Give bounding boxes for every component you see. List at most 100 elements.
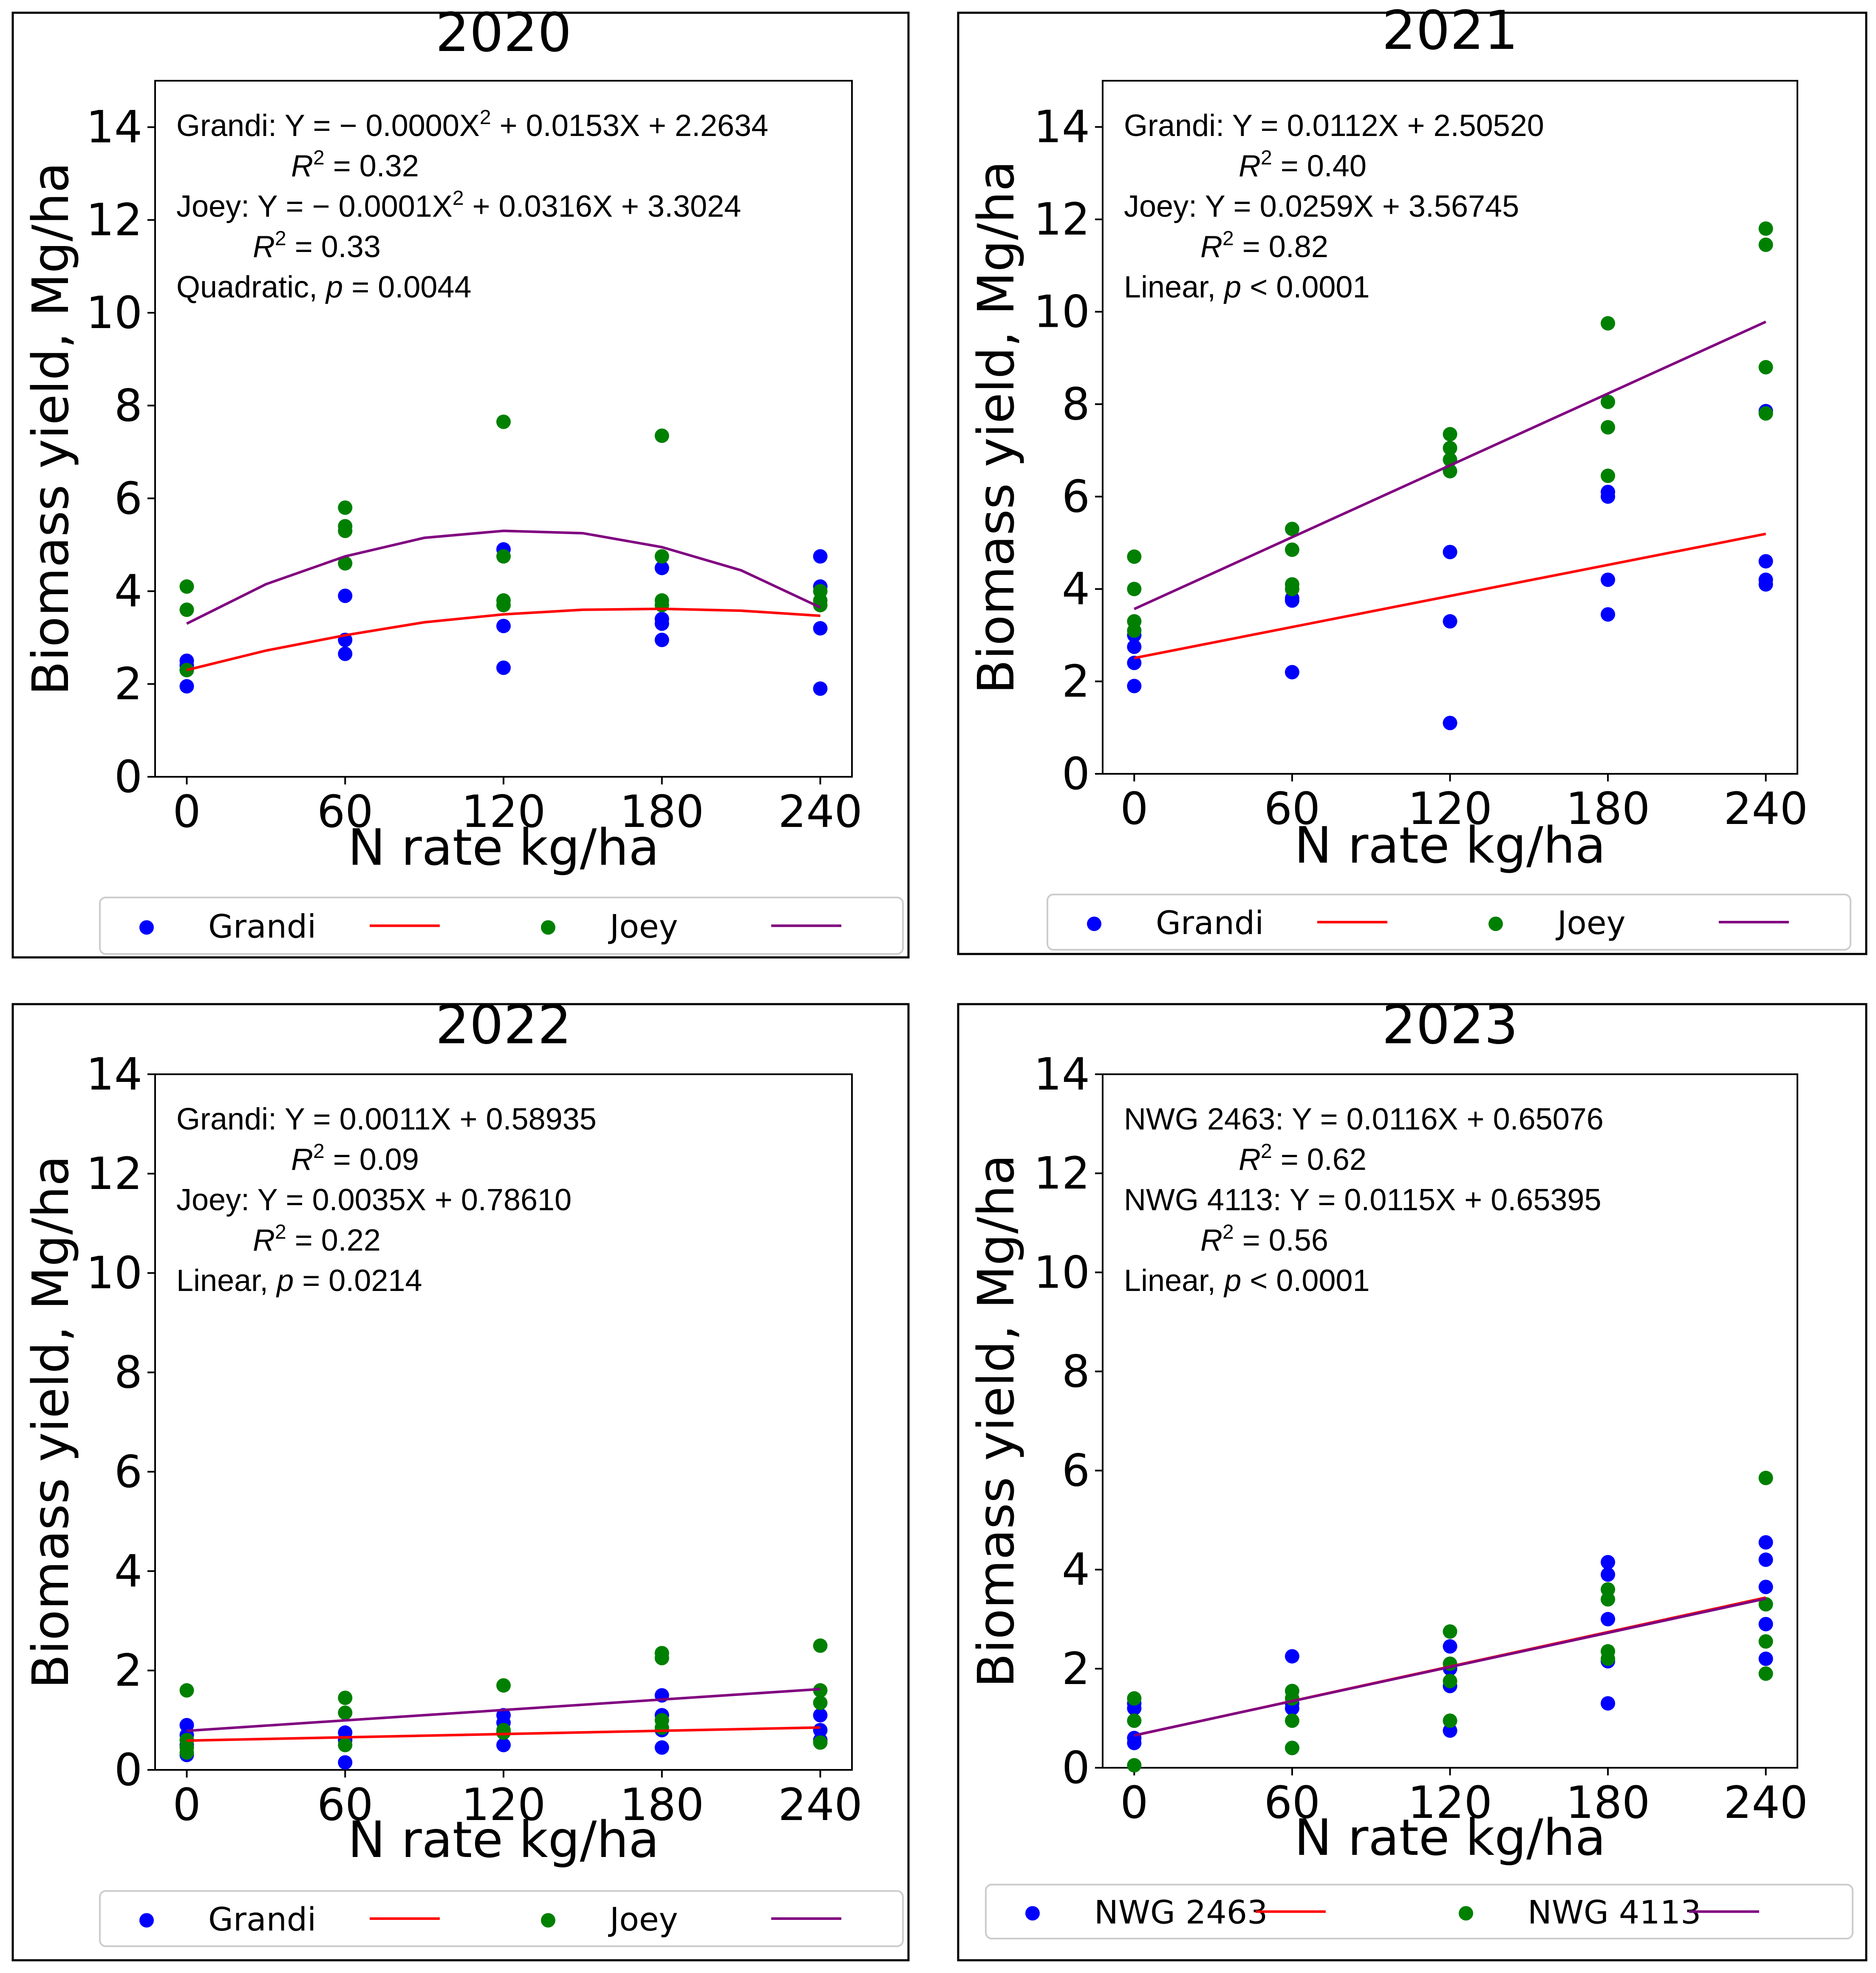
data-point-nwg-4113 — [1285, 1684, 1299, 1698]
y-tick-label: 10 — [1034, 1246, 1090, 1298]
annotation-line: R2 = 0.56 — [1200, 1221, 1328, 1257]
data-point-nwg-4113 — [1601, 1592, 1616, 1607]
data-point-nwg-2463 — [1601, 1612, 1616, 1627]
data-point-joey — [1758, 360, 1773, 375]
data-point-grandi — [338, 1755, 353, 1770]
data-point-nwg-2463 — [1758, 1552, 1773, 1567]
y-tick-label: 2 — [114, 658, 142, 710]
y-tick-label: 10 — [1034, 286, 1090, 338]
data-point-joey — [338, 556, 353, 571]
y-tick-label: 0 — [114, 1744, 142, 1796]
data-point-nwg-2463 — [1601, 1696, 1616, 1711]
data-point-nwg-4113 — [1443, 1674, 1457, 1688]
legend-label: Grandi — [208, 908, 316, 945]
x-tick-label: 120 — [1408, 783, 1492, 835]
y-axis-label: Biomass yield, Mg/ha — [967, 1154, 1025, 1687]
legend-marker — [1488, 917, 1503, 931]
data-point-grandi — [496, 619, 511, 634]
chart-title: 2023 — [1382, 994, 1518, 1056]
y-axis-label: Biomass yield, Mg/ha — [21, 1155, 80, 1689]
y-tick-label: 6 — [114, 473, 142, 524]
annotation-line: R2 = 0.22 — [253, 1221, 381, 1257]
x-tick-label: 60 — [1264, 1777, 1320, 1829]
data-point-grandi — [1127, 639, 1142, 654]
legend-marker — [541, 1913, 555, 1928]
fit-line-nwg-4113 — [1134, 1597, 1766, 1737]
data-point-nwg-2463 — [1758, 1535, 1773, 1550]
legend-label: Joey — [608, 1900, 678, 1938]
data-point-joey — [1443, 427, 1457, 442]
fit-line-grandi — [1134, 532, 1766, 660]
annotation-line: Grandi: Y = 0.0112X + 2.50520 — [1124, 109, 1544, 143]
y-tick-label: 14 — [1034, 1048, 1090, 1100]
annotation-line: Joey: Y = 0.0259X + 3.56745 — [1124, 190, 1519, 224]
y-tick-label: 14 — [86, 101, 142, 153]
x-tick-label: 60 — [317, 1779, 373, 1831]
x-axis-label: N rate kg/ha — [348, 1810, 659, 1869]
fit-line-joey — [187, 1687, 821, 1732]
annotation-line: NWG 4113: Y = 0.0115X + 0.65395 — [1124, 1183, 1602, 1217]
data-point-grandi — [1443, 716, 1457, 730]
legend-marker — [541, 920, 555, 935]
data-point-grandi — [654, 1740, 669, 1755]
data-point-nwg-4113 — [1601, 1582, 1616, 1597]
x-tick-label: 0 — [1120, 783, 1148, 835]
legend-box — [985, 1884, 1853, 1939]
data-point-grandi — [1443, 614, 1457, 629]
data-point-grandi — [1758, 572, 1773, 587]
data-point-joey — [179, 602, 194, 617]
data-point-joey — [813, 584, 828, 599]
y-tick-label: 6 — [1062, 1445, 1090, 1497]
x-tick-label: 120 — [461, 786, 546, 838]
data-point-nwg-2463 — [1601, 1567, 1616, 1582]
fit-line-grandi — [186, 607, 821, 671]
data-point-nwg-4113 — [1758, 1471, 1773, 1486]
chart-panel-2022: 2022 0 2 4 6 8 10 12 14 0 60 120 180 240 N rate kg/ha B… — [11, 994, 910, 1962]
data-point-grandi — [496, 1708, 511, 1723]
annotation-line: R2 = 0.62 — [1239, 1140, 1367, 1177]
annotation-line: Linear, p < 0.0001 — [1124, 270, 1370, 304]
data-point-grandi — [1127, 679, 1142, 694]
annotation-line: NWG 2463: Y = 0.0116X + 0.65076 — [1124, 1102, 1604, 1136]
x-tick-label: 240 — [1723, 1777, 1808, 1829]
y-tick-label: 12 — [86, 194, 142, 246]
legend-marker — [1459, 1906, 1473, 1921]
annotation-line: R2 = 0.40 — [1239, 147, 1367, 183]
data-point-joey — [338, 1738, 353, 1752]
y-tick-label: 4 — [114, 1545, 142, 1597]
data-point-grandi — [1601, 484, 1616, 499]
data-point-nwg-2463 — [1443, 1639, 1457, 1654]
fit-line-joey — [186, 529, 821, 625]
chart-panel-2021: 2021 0 2 4 6 8 10 12 14 0 60 120 180 240 N rate kg/ha B… — [957, 0, 1868, 955]
data-point-grandi — [813, 1708, 828, 1723]
annotation-line: Joey: Y = − 0.0001X2 + 0.0316X + 3.3024 — [176, 187, 741, 224]
y-tick-label: 8 — [1062, 378, 1090, 430]
data-point-nwg-4113 — [1285, 1713, 1299, 1728]
legend-marker — [139, 1913, 154, 1928]
data-point-grandi — [179, 1718, 194, 1732]
data-point-joey — [654, 428, 669, 443]
data-point-joey — [1127, 582, 1142, 597]
annotation-line: Quadratic, p = 0.0044 — [176, 270, 472, 304]
legend-label: NWG 2463 — [1094, 1894, 1268, 1931]
x-tick-label: 180 — [620, 786, 704, 838]
legend-marker — [1025, 1906, 1040, 1921]
data-point-joey — [1758, 406, 1773, 421]
legend-label: Grandi — [208, 1900, 316, 1938]
y-tick-label: 14 — [86, 1048, 142, 1100]
data-point-joey — [654, 1646, 669, 1661]
y-tick-label: 10 — [86, 287, 142, 339]
data-point-joey — [338, 500, 353, 515]
data-point-joey — [813, 1683, 828, 1698]
y-tick-label: 2 — [114, 1645, 142, 1696]
data-point-joey — [1758, 238, 1773, 252]
data-point-joey — [813, 1638, 828, 1653]
data-point-grandi — [179, 679, 194, 694]
data-point-grandi — [1758, 554, 1773, 569]
data-point-grandi — [654, 632, 669, 647]
data-point-nwg-2463 — [1758, 1651, 1773, 1666]
chart-panel-2020: 2020 0 2 4 6 8 10 12 14 0 60 120 180 240 N rate kg/ha B… — [11, 1, 910, 959]
data-point-joey — [654, 593, 669, 608]
data-point-joey — [654, 549, 669, 564]
y-tick-label: 8 — [114, 1347, 142, 1398]
